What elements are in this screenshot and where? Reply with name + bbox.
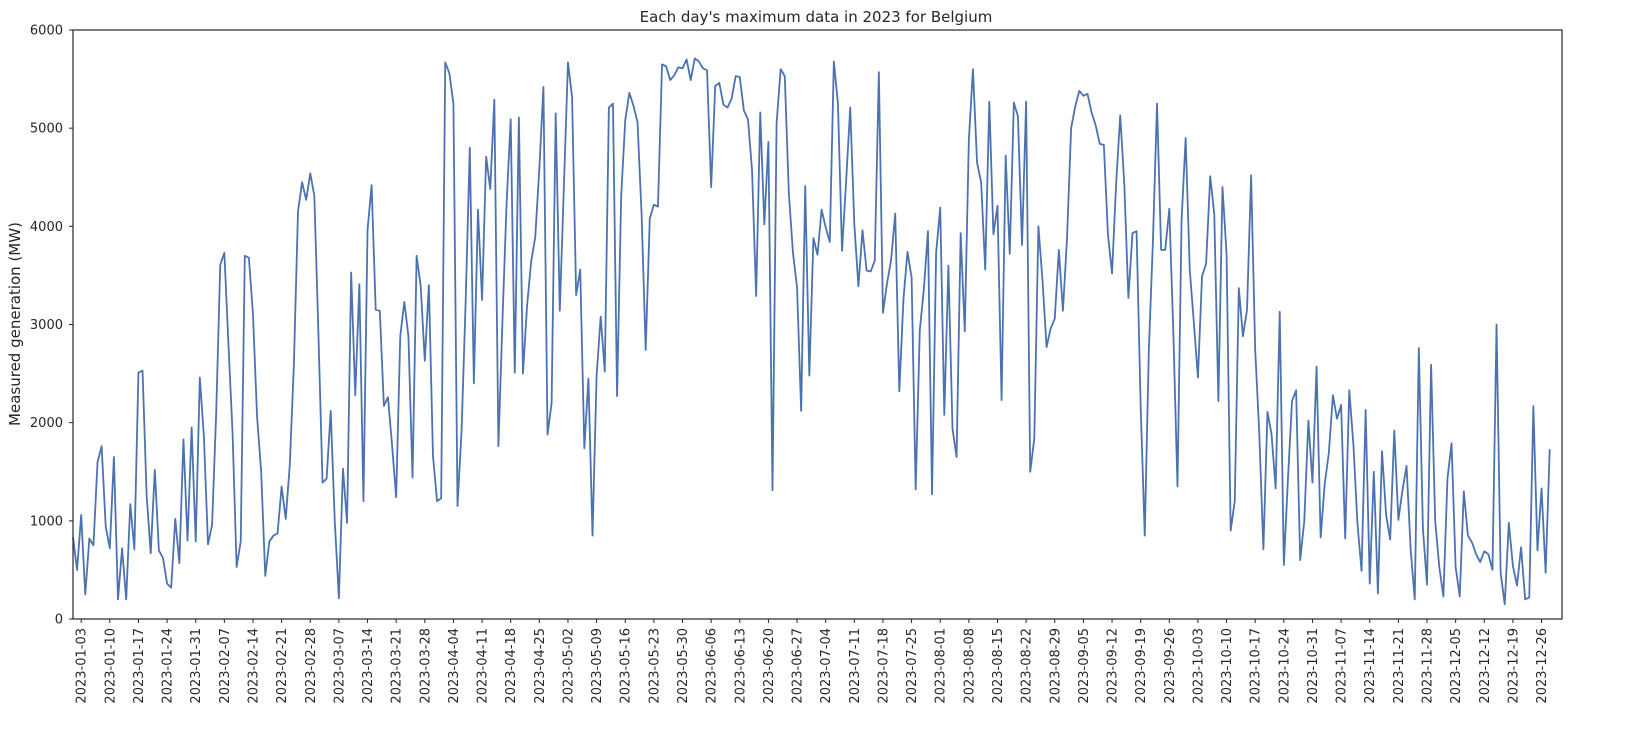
x-tick-label: 2023-10-24 (1277, 628, 1292, 704)
x-tick-label: 2023-04-25 (533, 628, 548, 704)
y-tick-label: 2000 (30, 416, 63, 431)
y-tick-label: 5000 (30, 122, 63, 137)
y-tick-label: 3000 (30, 318, 63, 333)
x-tick-label: 2023-11-28 (1421, 628, 1436, 704)
x-tick-label: 2023-05-16 (619, 628, 634, 704)
y-tick-label: 4000 (30, 220, 63, 235)
x-tick-label: 2023-10-10 (1220, 628, 1235, 704)
x-tick-label: 2023-12-19 (1506, 628, 1521, 704)
x-tick-label: 2023-02-21 (275, 628, 290, 704)
x-tick-label: 2023-06-27 (791, 628, 806, 704)
x-tick-label: 2023-08-22 (1020, 628, 1035, 704)
x-tick-label: 2023-01-31 (189, 628, 204, 704)
x-tick-label: 2023-05-23 (647, 628, 662, 704)
x-tick-label: 2023-12-12 (1478, 628, 1493, 704)
x-tick-label: 2023-08-01 (934, 628, 949, 704)
y-axis: 0 1000 2000 3000 4000 5000 6000 (30, 24, 73, 628)
x-tick-label: 2023-01-17 (132, 628, 147, 704)
series-line (72, 57, 1551, 606)
x-tick-label: 2023-06-20 (762, 628, 777, 704)
x-tick-label: 2023-10-31 (1306, 628, 1321, 704)
x-tick-label: 2023-03-14 (361, 628, 376, 704)
y-axis-label: Measured generation (MW) (6, 222, 24, 426)
x-tick-label: 2023-08-15 (991, 628, 1006, 704)
x-tick-label: 2023-07-11 (848, 628, 863, 704)
x-tick-label: 2023-07-18 (876, 628, 891, 704)
x-tick-label: 2023-02-28 (304, 628, 319, 704)
x-tick-label: 2023-01-03 (75, 628, 90, 704)
x-tick-label: 2023-02-07 (218, 628, 233, 704)
x-tick-label: 2023-08-29 (1048, 628, 1063, 704)
x-tick-label: 2023-05-02 (561, 628, 576, 704)
y-tick-label: 6000 (30, 24, 63, 39)
x-tick-label: 2023-05-09 (590, 628, 605, 704)
y-tick-label: 1000 (30, 514, 63, 529)
x-tick-label: 2023-11-14 (1363, 628, 1378, 704)
x-tick-label: 2023-11-07 (1335, 628, 1350, 704)
x-tick-label: 2023-09-19 (1134, 628, 1149, 704)
x-tick-label: 2023-09-12 (1106, 628, 1121, 704)
x-tick-label: 2023-11-21 (1392, 628, 1407, 704)
x-tick-label: 2023-09-05 (1077, 628, 1092, 704)
x-tick-label: 2023-09-26 (1163, 628, 1178, 704)
y-tick-label: 0 (55, 613, 63, 628)
x-tick-label: 2023-03-07 (332, 628, 347, 704)
x-tick-label: 2023-01-10 (103, 628, 118, 704)
x-tick-label: 2023-04-04 (447, 628, 462, 704)
chart-title: Each day's maximum data in 2023 for Belg… (640, 8, 993, 26)
x-tick-label: 2023-06-13 (733, 628, 748, 704)
series-layer (72, 57, 1551, 606)
x-tick-label: 2023-04-18 (504, 628, 519, 704)
x-tick-label: 2023-10-03 (1191, 628, 1206, 704)
x-tick-label: 2023-06-06 (705, 628, 720, 704)
x-tick-label: 2023-02-14 (246, 628, 261, 704)
x-tick-label: 2023-03-28 (418, 628, 433, 704)
x-tick-label: 2023-12-26 (1535, 628, 1550, 704)
x-axis: 2023-01-03 2023-01-10 2023-01-17 2023-01-24… (75, 619, 1550, 704)
x-tick-label: 2023-05-30 (676, 628, 691, 704)
x-tick-label: 2023-07-04 (819, 628, 834, 704)
plot-frame (72, 29, 1563, 620)
x-tick-label: 2023-12-05 (1449, 628, 1464, 704)
x-tick-label: 2023-03-21 (390, 628, 405, 704)
x-tick-label: 2023-04-11 (476, 628, 491, 704)
x-tick-label: 2023-08-08 (962, 628, 977, 704)
x-tick-label: 2023-10-17 (1249, 628, 1264, 704)
x-tick-label: 2023-07-25 (905, 628, 920, 704)
x-tick-label: 2023-01-24 (161, 628, 176, 704)
